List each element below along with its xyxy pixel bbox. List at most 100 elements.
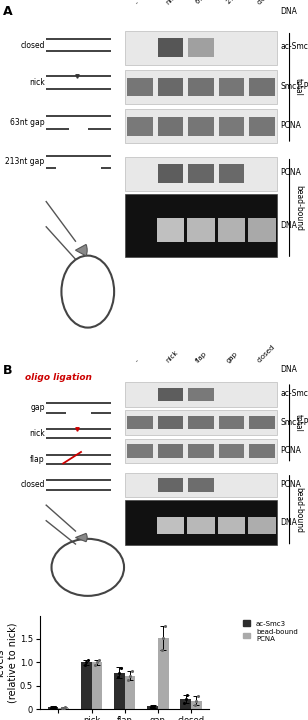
Bar bbox=[91, 662, 102, 709]
Point bbox=[59, 703, 64, 714]
Bar bbox=[125, 30, 277, 65]
Bar bbox=[158, 416, 183, 429]
Point bbox=[159, 644, 164, 655]
Bar bbox=[219, 78, 244, 96]
Text: DNA: DNA bbox=[280, 7, 297, 17]
Bar bbox=[125, 382, 277, 407]
Bar bbox=[249, 78, 275, 96]
Text: ac-Smc3: ac-Smc3 bbox=[280, 390, 308, 398]
Bar bbox=[158, 638, 168, 709]
Bar bbox=[191, 701, 202, 709]
Text: closed: closed bbox=[20, 480, 45, 490]
Point bbox=[194, 695, 199, 706]
Point bbox=[119, 662, 124, 674]
Text: nick: nick bbox=[29, 429, 45, 438]
Point bbox=[63, 701, 68, 713]
Text: closed: closed bbox=[256, 0, 276, 5]
Bar bbox=[125, 109, 277, 143]
Text: PCNA: PCNA bbox=[280, 168, 301, 177]
Text: PCNA: PCNA bbox=[280, 480, 301, 489]
Bar bbox=[219, 164, 244, 183]
Bar bbox=[218, 517, 245, 534]
Bar bbox=[125, 194, 277, 257]
Bar bbox=[218, 217, 245, 242]
Bar bbox=[58, 708, 69, 709]
Bar bbox=[188, 478, 214, 492]
Text: oligo ligation: oligo ligation bbox=[25, 373, 92, 382]
Bar bbox=[158, 387, 183, 401]
Bar bbox=[249, 117, 275, 135]
Bar bbox=[188, 164, 214, 183]
Text: B: B bbox=[3, 364, 13, 377]
Bar bbox=[188, 444, 214, 458]
Text: 213nt gap: 213nt gap bbox=[6, 158, 45, 166]
Text: PCNA: PCNA bbox=[280, 121, 301, 130]
Point bbox=[52, 701, 57, 713]
Y-axis label: levels
(relative to nick): levels (relative to nick) bbox=[0, 622, 17, 703]
Bar bbox=[219, 416, 244, 429]
Bar bbox=[219, 117, 244, 135]
Point bbox=[196, 690, 201, 702]
Point bbox=[96, 654, 101, 666]
Bar bbox=[158, 117, 183, 135]
Text: PCNA: PCNA bbox=[280, 446, 301, 455]
Text: nick: nick bbox=[164, 349, 179, 364]
Text: A: A bbox=[3, 5, 13, 19]
Bar bbox=[158, 478, 183, 492]
Point bbox=[183, 693, 188, 705]
Bar bbox=[125, 500, 277, 545]
Text: 213nt gap: 213nt gap bbox=[225, 0, 255, 5]
Bar bbox=[249, 416, 275, 429]
Bar bbox=[158, 164, 183, 183]
Text: closed: closed bbox=[20, 40, 45, 50]
Bar bbox=[127, 78, 153, 96]
Point bbox=[128, 670, 132, 681]
Text: 63nt gap: 63nt gap bbox=[195, 0, 221, 5]
Bar bbox=[158, 38, 183, 57]
Bar bbox=[248, 517, 276, 534]
Point bbox=[150, 701, 155, 712]
Point bbox=[161, 632, 166, 644]
Text: 63nt gap: 63nt gap bbox=[10, 118, 45, 127]
Text: flap: flap bbox=[195, 351, 209, 364]
Text: closed: closed bbox=[256, 344, 276, 364]
Text: gap: gap bbox=[30, 403, 45, 413]
Point bbox=[49, 702, 54, 714]
Point bbox=[162, 621, 167, 632]
Text: total: total bbox=[294, 78, 303, 96]
Text: nick: nick bbox=[29, 78, 45, 87]
Wedge shape bbox=[75, 534, 87, 541]
Bar bbox=[127, 416, 153, 429]
Point bbox=[192, 700, 197, 711]
Bar bbox=[157, 517, 184, 534]
Point bbox=[117, 667, 122, 678]
Bar bbox=[188, 38, 214, 57]
Bar bbox=[157, 217, 184, 242]
Legend: ac-Smc3, bead-bound
PCNA: ac-Smc3, bead-bound PCNA bbox=[242, 619, 299, 643]
Bar bbox=[249, 444, 275, 458]
Point bbox=[152, 700, 157, 711]
Bar bbox=[158, 78, 183, 96]
Point bbox=[94, 657, 99, 668]
Point bbox=[148, 701, 153, 713]
Text: flap: flap bbox=[30, 455, 45, 464]
Point bbox=[82, 659, 87, 670]
Point bbox=[85, 654, 90, 666]
Text: bead-bound: bead-bound bbox=[294, 185, 303, 231]
Bar bbox=[188, 117, 214, 135]
Point bbox=[182, 697, 187, 708]
Text: bead-bound: bead-bound bbox=[294, 487, 303, 533]
Wedge shape bbox=[75, 244, 87, 256]
Bar bbox=[248, 217, 276, 242]
Bar bbox=[125, 410, 277, 435]
Text: Smc1-Pk: Smc1-Pk bbox=[280, 418, 308, 427]
Bar bbox=[187, 517, 215, 534]
Point bbox=[126, 675, 131, 686]
Bar bbox=[125, 675, 135, 709]
Point bbox=[115, 672, 120, 683]
Bar bbox=[125, 438, 277, 463]
Text: DNA: DNA bbox=[280, 518, 297, 527]
Text: total: total bbox=[294, 414, 303, 432]
Bar bbox=[180, 699, 191, 709]
Bar bbox=[114, 672, 125, 709]
